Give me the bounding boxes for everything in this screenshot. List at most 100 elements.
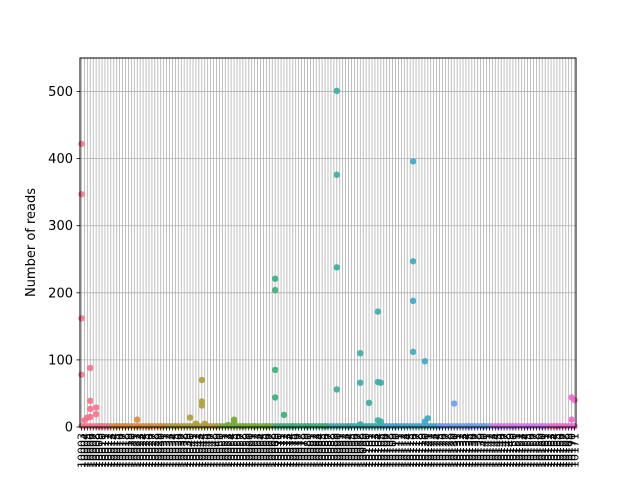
x-tick-label: 10111 — [392, 433, 405, 468]
data-point — [157, 423, 164, 430]
x-tick-label: 10086 — [319, 433, 332, 468]
x-tick-label: 10128 — [442, 433, 455, 468]
x-tick-label: 10100 — [360, 433, 373, 468]
x-tick-label: 10049 — [210, 433, 223, 468]
x-tick-label: 10148 — [501, 433, 514, 468]
data-point — [480, 423, 487, 430]
data-point — [87, 413, 94, 421]
data-point — [134, 423, 141, 430]
x-tick-label: 10154 — [519, 433, 532, 468]
x-tick-label: 10155 — [522, 433, 535, 468]
data-point — [321, 423, 329, 430]
x-tick-label: 10064 — [254, 433, 267, 468]
x-tick-label: 10073 — [281, 433, 294, 468]
x-tick-label: 10032 — [161, 433, 174, 468]
data-point — [251, 423, 258, 430]
x-tick-label: 10014 — [108, 433, 121, 468]
x-tick-label: 10069 — [269, 433, 282, 468]
x-tick-label: 10082 — [307, 433, 320, 468]
x-tick-label: 10055 — [228, 433, 241, 468]
data-point — [333, 386, 341, 393]
x-tick-label: 10078 — [296, 433, 309, 468]
x-tick-label: 10123 — [428, 433, 441, 468]
data-point — [198, 376, 205, 384]
x-tick-label: 10076 — [290, 433, 303, 468]
x-tick-label: 10008 — [90, 433, 103, 468]
data-point — [509, 423, 517, 430]
y-tick-label: 500 — [48, 85, 73, 100]
x-tick-label: 10107 — [381, 433, 394, 468]
data-point — [333, 264, 341, 271]
x-tick-label: 10159 — [533, 433, 546, 468]
x-tick-label: 10169 — [563, 433, 576, 468]
x-tick-label: 10099 — [357, 433, 370, 468]
x-tick-label: 10013 — [105, 433, 118, 468]
data-point — [553, 423, 561, 430]
x-tick-label: 10122 — [425, 433, 438, 468]
data-point — [78, 140, 85, 148]
x-tick-label: 10097 — [351, 433, 364, 468]
data-point — [263, 423, 270, 430]
x-tick-label: 10072 — [278, 433, 291, 468]
x-tick-label: 10103 — [369, 433, 382, 468]
data-point — [280, 411, 288, 419]
x-tick-label: 10054 — [225, 433, 238, 468]
data-point — [78, 371, 85, 378]
x-tick-label: 10052 — [219, 433, 232, 468]
x-tick-label: 10067 — [263, 433, 276, 468]
y-tick-label: 200 — [48, 286, 73, 301]
data-point — [271, 366, 279, 374]
x-tick-label: 10115 — [404, 433, 417, 468]
y-axis-title: Number of reads — [24, 188, 39, 297]
x-tick-label: 10035 — [169, 433, 182, 468]
data-point — [409, 348, 417, 356]
data-point — [357, 379, 364, 386]
x-tick-label: 10165 — [551, 433, 564, 468]
x-tick-label: 10041 — [187, 433, 200, 468]
x-tick-label: 10117 — [410, 433, 423, 468]
x-tick-label: 10065 — [257, 433, 270, 468]
data-point — [571, 396, 578, 404]
x-tick-label: 10089 — [328, 433, 341, 468]
x-tick-label: 10031 — [158, 433, 171, 468]
x-tick-label: 10040 — [184, 433, 197, 468]
x-tick-label: 10016 — [114, 433, 127, 468]
x-tick-label: 10137 — [469, 433, 482, 468]
data-point — [345, 423, 352, 430]
data-point — [87, 405, 94, 413]
x-tick-label: 10119 — [416, 433, 429, 468]
x-tick-label: 10023 — [134, 433, 147, 468]
data-point — [451, 400, 458, 407]
data-point — [465, 423, 473, 430]
x-tick-label: 10005 — [81, 433, 94, 468]
x-tick-label: 10152 — [513, 433, 526, 468]
x-tick-label: 10074 — [284, 433, 297, 468]
data-point — [304, 423, 311, 430]
data-point — [92, 404, 100, 411]
x-tick-label: 10170 — [566, 433, 579, 468]
data-point — [145, 423, 153, 430]
data-point — [230, 416, 238, 423]
data-point — [409, 158, 417, 165]
x-tick-label: 10139 — [475, 433, 488, 468]
x-tick-label: 10033 — [164, 433, 177, 468]
x-tick-label: 10045 — [199, 433, 212, 468]
x-tick-label: 10131 — [451, 433, 464, 468]
y-tick-label: 100 — [48, 353, 73, 368]
x-tick-label: 10028 — [149, 433, 162, 468]
x-tick-label: 10029 — [152, 433, 165, 468]
data-point — [78, 315, 85, 322]
x-tick-label: 10091 — [334, 433, 347, 468]
x-tick-label: 10011 — [99, 433, 112, 468]
x-tick-label: 10027 — [146, 433, 159, 468]
x-tick-label: 10024 — [137, 433, 150, 468]
x-tick-label: 10132 — [454, 433, 467, 468]
data-point — [377, 418, 385, 425]
data-point — [92, 411, 100, 418]
x-tick-label: 10026 — [143, 433, 156, 468]
x-tick-label: 10077 — [293, 433, 306, 468]
data-point — [98, 423, 106, 430]
y-tick-label: 0 — [65, 421, 73, 436]
